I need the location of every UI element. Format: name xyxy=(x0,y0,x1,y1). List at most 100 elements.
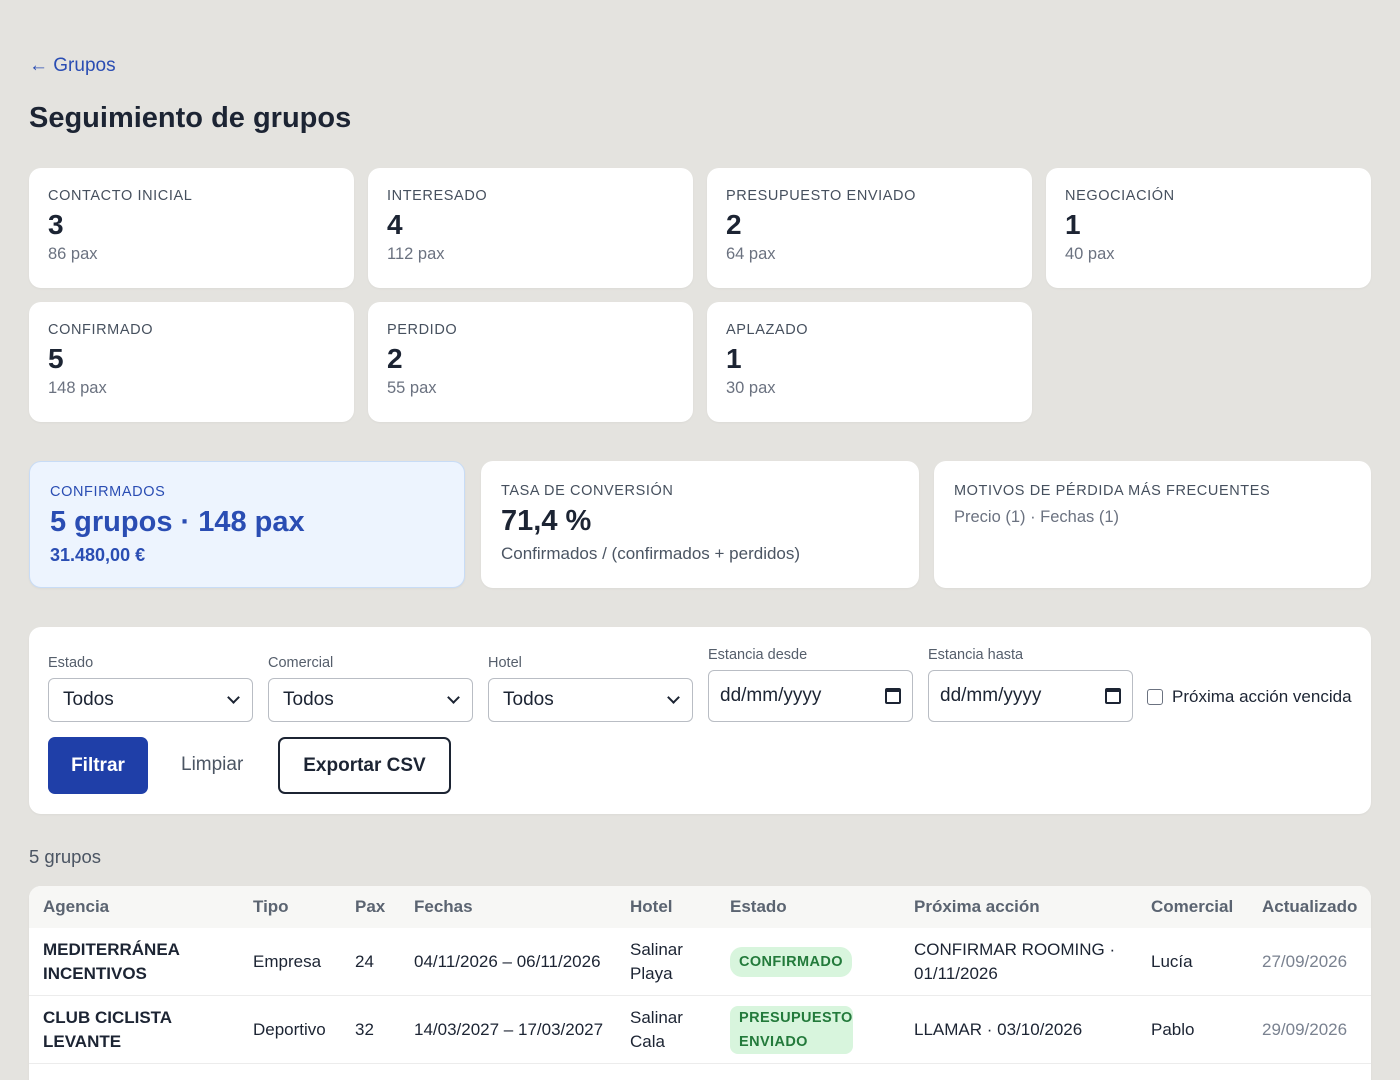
status-badge: CONFIRMADO xyxy=(730,947,852,977)
estancia-hasta-input[interactable]: dd/mm/yyyy xyxy=(928,670,1133,722)
stage-count: 1 xyxy=(726,343,742,374)
next-action-cell: CONFIRMAR ROOMING · 01/11/2026 xyxy=(914,940,1116,983)
status-badge: PRESUPUESTO ENVIADO xyxy=(730,1006,853,1054)
hotel-cell: Salinar Cala xyxy=(630,1008,683,1051)
comercial-label: Comercial xyxy=(268,655,334,671)
calendar-icon[interactable] xyxy=(885,688,901,704)
stage-count: 1 xyxy=(1065,209,1081,240)
summary-label: CONFIRMADOS xyxy=(50,484,166,500)
estado-label: Estado xyxy=(48,655,94,671)
sales-cell: Lucía xyxy=(1151,952,1193,971)
dates-cell: 14/03/2027 – 17/03/2027 xyxy=(414,1020,604,1039)
calendar-icon[interactable] xyxy=(1105,688,1121,704)
export-csv-button[interactable]: Exportar CSV xyxy=(278,737,451,794)
status-cell: PRESUPUESTO ENVIADO xyxy=(730,996,853,1064)
groups-table: Agencia Tipo Pax Fechas Hotel Estado Pró… xyxy=(29,886,1371,1080)
loss-reasons-text: Precio (1) · Fechas (1) xyxy=(954,508,1120,526)
table-row[interactable]: CLUB CICLISTA LEVANTE Deportivo 32 14/03… xyxy=(29,996,1371,1064)
column-header-fechas[interactable]: Fechas xyxy=(414,897,473,916)
column-header-agencia[interactable]: Agencia xyxy=(43,897,110,916)
table-header: Agencia Tipo Pax Fechas Hotel Estado Pró… xyxy=(29,886,1371,928)
table-row[interactable]: MEDITERRÁNEA INCENTIVOS Empresa 24 04/11… xyxy=(29,928,1371,996)
stage-count: 4 xyxy=(387,209,403,240)
stage-card-interesado: INTERESADO 4 112 pax xyxy=(368,168,693,288)
sales-cell: Pablo xyxy=(1151,1020,1195,1039)
type-cell: Deportivo xyxy=(253,1020,326,1039)
column-header-tipo[interactable]: Tipo xyxy=(253,897,289,916)
chevron-down-icon xyxy=(447,691,460,704)
back-link-grupos[interactable]: ← Grupos xyxy=(29,55,116,76)
stage-pax: 148 pax xyxy=(48,379,107,397)
stage-name: INTERESADO xyxy=(387,188,488,204)
estado-value: Todos xyxy=(63,689,114,710)
stage-card-presupuesto-enviado: PRESUPUESTO ENVIADO 2 64 pax xyxy=(707,168,1032,288)
stage-pax: 55 pax xyxy=(387,379,437,397)
pax-cell: 24 xyxy=(355,952,374,971)
overdue-filter[interactable]: Próxima acción vencida xyxy=(1147,687,1352,707)
stage-count: 3 xyxy=(48,209,64,240)
hotel-label: Hotel xyxy=(488,655,522,671)
filter-button[interactable]: Filtrar xyxy=(48,737,148,794)
hotel-select[interactable]: Todos xyxy=(488,678,693,722)
pax-cell: 32 xyxy=(355,1020,374,1039)
column-header-comercial[interactable]: Comercial xyxy=(1151,897,1234,916)
chevron-down-icon xyxy=(667,691,680,704)
agency-cell[interactable]: MEDITERRÁNEA INCENTIVOS xyxy=(43,940,180,983)
stage-pax: 86 pax xyxy=(48,245,98,263)
stage-name: PRESUPUESTO ENVIADO xyxy=(726,188,917,204)
page-title: Seguimiento de grupos xyxy=(29,102,352,134)
clear-button[interactable]: Limpiar xyxy=(181,754,244,775)
stage-pax: 64 pax xyxy=(726,245,776,263)
stage-card-confirmado: CONFIRMADO 5 148 pax xyxy=(29,302,354,422)
stage-pax: 112 pax xyxy=(387,245,445,263)
stage-name: NEGOCIACIÓN xyxy=(1065,188,1175,204)
stage-name: PERDIDO xyxy=(387,322,458,338)
stage-name: CONTACTO INICIAL xyxy=(48,188,193,204)
stage-pax: 30 pax xyxy=(726,379,776,397)
summary-label: MOTIVOS DE PÉRDIDA MÁS FRECUENTES xyxy=(954,483,1271,499)
summary-confirmed-card: CONFIRMADOS 5 grupos · 148 pax 31.480,00… xyxy=(29,461,465,588)
stage-name: CONFIRMADO xyxy=(48,322,154,338)
conversion-formula: Confirmados / (confirmados + perdidos) xyxy=(501,544,801,563)
column-header-hotel[interactable]: Hotel xyxy=(630,897,673,916)
comercial-value: Todos xyxy=(283,689,334,710)
type-cell: Empresa xyxy=(253,952,322,971)
stage-card-perdido: PERDIDO 2 55 pax xyxy=(368,302,693,422)
date-placeholder: dd/mm/yyyy xyxy=(720,685,822,706)
comercial-select[interactable]: Todos xyxy=(268,678,473,722)
summary-amount: 31.480,00 € xyxy=(50,545,146,565)
stage-pax: 40 pax xyxy=(1065,245,1115,263)
dates-cell: 04/11/2026 – 06/11/2026 xyxy=(414,952,601,971)
stage-count: 2 xyxy=(387,343,403,374)
chevron-down-icon xyxy=(227,691,240,704)
updated-cell: 29/09/2026 xyxy=(1262,1020,1348,1039)
column-header-actualizado[interactable]: Actualizado xyxy=(1262,897,1358,916)
stage-count: 2 xyxy=(726,209,742,240)
updated-cell: 27/09/2026 xyxy=(1262,952,1348,971)
stage-card-aplazado: APLAZADO 1 30 pax xyxy=(707,302,1032,422)
conversion-rate: 71,4 % xyxy=(501,505,592,537)
estancia-hasta-label: Estancia hasta xyxy=(928,647,1024,663)
stage-card-contacto-inicial: CONTACTO INICIAL 3 86 pax xyxy=(29,168,354,288)
column-header-pax[interactable]: Pax xyxy=(355,897,386,916)
summary-loss-reasons-card: MOTIVOS DE PÉRDIDA MÁS FRECUENTES Precio… xyxy=(934,461,1371,588)
stage-card-negociacion: NEGOCIACIÓN 1 40 pax xyxy=(1046,168,1371,288)
column-header-proxima-accion[interactable]: Próxima acción xyxy=(914,897,1040,916)
stage-count: 5 xyxy=(48,343,64,374)
hotel-cell: Salinar Playa xyxy=(630,940,683,983)
summary-label: TASA DE CONVERSIÓN xyxy=(501,483,674,499)
summary-conversion-card: TASA DE CONVERSIÓN 71,4 % Confirmados / … xyxy=(481,461,919,588)
overdue-checkbox[interactable] xyxy=(1147,689,1163,705)
agency-cell[interactable]: CLUB CICLISTA LEVANTE xyxy=(43,1008,172,1051)
results-count: 5 grupos xyxy=(29,846,101,867)
hotel-value: Todos xyxy=(503,689,554,710)
date-placeholder: dd/mm/yyyy xyxy=(940,685,1042,706)
summary-headline: 5 grupos · 148 pax xyxy=(50,506,305,538)
status-cell: CONFIRMADO xyxy=(730,928,852,996)
estado-select[interactable]: Todos xyxy=(48,678,253,722)
next-action-cell: LLAMAR · 03/10/2026 xyxy=(914,1020,1083,1039)
column-header-estado[interactable]: Estado xyxy=(730,897,787,916)
overdue-label: Próxima acción vencida xyxy=(1172,687,1352,706)
estancia-desde-input[interactable]: dd/mm/yyyy xyxy=(708,670,913,722)
stage-name: APLAZADO xyxy=(726,322,809,338)
